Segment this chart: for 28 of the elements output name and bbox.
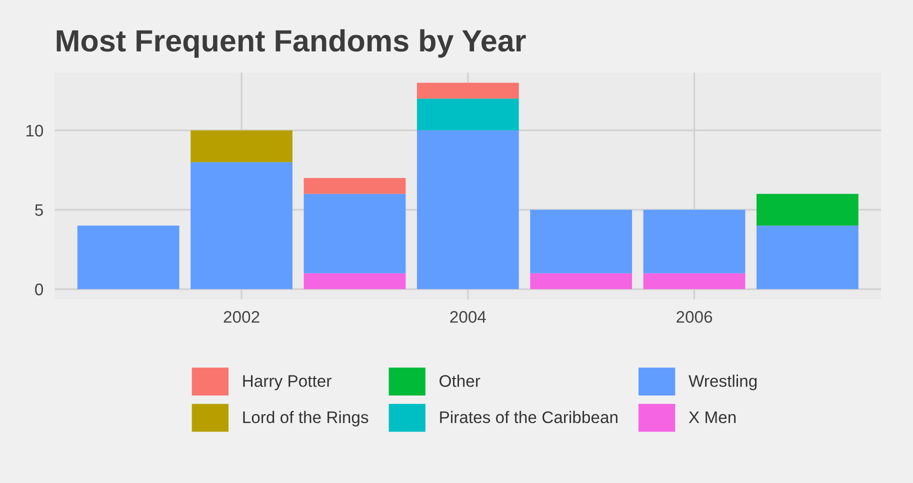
bar: [304, 178, 406, 194]
bar: [643, 273, 746, 290]
bar: [416, 130, 519, 290]
legend-label: Wrestling: [688, 374, 757, 390]
bar: [190, 162, 292, 290]
x-tick-label: 2006: [676, 311, 712, 323]
legend-label: Other: [440, 374, 480, 387]
bar: [530, 273, 632, 290]
bar: [643, 210, 746, 274]
bar: [304, 194, 406, 274]
bar: [190, 130, 292, 162]
legend-label: Harry Potter: [243, 375, 332, 390]
bar: [416, 98, 519, 130]
x-tick-label: 2002: [224, 311, 260, 323]
legend-label: X Men: [688, 412, 736, 424]
legend-label: Pirates of the Caribbean: [440, 410, 618, 424]
bar: [416, 82, 519, 99]
y-tick-label: 5: [35, 204, 43, 216]
bar: [756, 194, 858, 226]
y-tick-label: 0: [35, 284, 44, 296]
bar: [304, 273, 406, 290]
bar: [530, 210, 632, 274]
x-tick-label: 2004: [450, 311, 486, 323]
chart-title: Most Frequent Fandoms by Year: [56, 29, 526, 58]
y-tick-label: 10: [26, 124, 44, 137]
bar: [77, 226, 180, 290]
legend-label: Lord of the Rings: [243, 410, 368, 426]
bar: [756, 226, 858, 290]
